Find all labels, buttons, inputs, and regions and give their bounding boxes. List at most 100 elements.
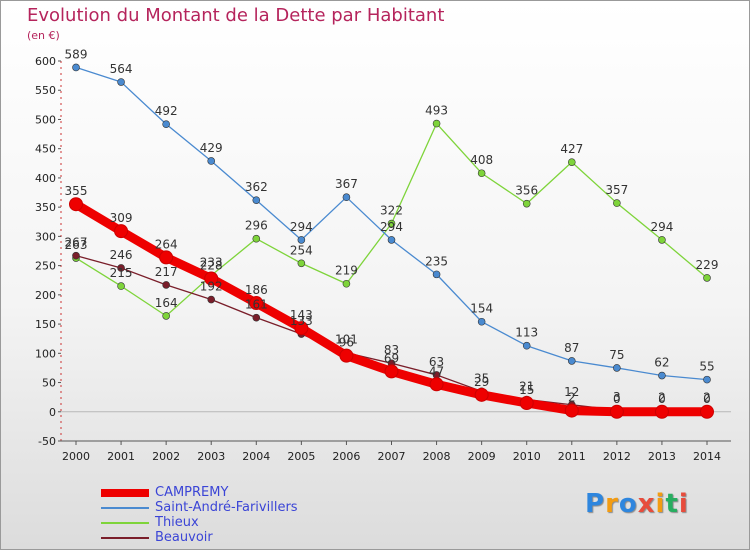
data-label-campremy: 228 — [200, 258, 223, 272]
legend-label: Beauvoir — [155, 530, 213, 545]
data-label-beauvoir: 3 — [613, 390, 621, 404]
data-label-thieux: 233 — [200, 256, 223, 270]
y-tick-label: 300 — [35, 230, 56, 243]
data-label-thieux: 427 — [560, 142, 583, 156]
data-point-campremy — [474, 387, 489, 402]
data-label-thieux: 254 — [290, 243, 313, 257]
data-point-campremy — [519, 396, 534, 410]
legend-label: Saint-André-Farivillers — [155, 500, 298, 515]
data-point-thieux — [703, 274, 711, 282]
data-label-saint-andre-farivillers: 62 — [654, 356, 669, 370]
data-point-beauvoir — [72, 251, 80, 260]
data-point-saint-andre-farivillers — [342, 193, 351, 202]
x-tick-label: 2012 — [603, 450, 631, 463]
data-point-saint-andre-farivillers — [477, 317, 486, 326]
data-label-thieux: 493 — [425, 104, 448, 118]
data-label-saint-andre-farivillers: 367 — [335, 177, 358, 191]
data-label-thieux: 322 — [380, 204, 403, 218]
data-point-thieux — [342, 279, 351, 288]
data-point-campremy — [249, 296, 264, 311]
data-point-saint-andre-farivillers — [522, 341, 531, 350]
data-label-beauvoir: 83 — [384, 343, 399, 357]
data-point-saint-andre-farivillers — [387, 236, 396, 244]
data-point-saint-andre-farivillers — [658, 371, 666, 380]
x-tick-label: 2002 — [152, 450, 180, 463]
data-point-campremy — [294, 321, 309, 336]
data-label-campremy: 0 — [613, 392, 621, 406]
data-label-campremy: 0 — [703, 392, 711, 406]
data-label-saint-andre-farivillers: 564 — [110, 62, 133, 76]
data-label-beauvoir: 21 — [519, 379, 534, 393]
y-tick-label: 100 — [35, 347, 56, 360]
x-tick-label: 2000 — [62, 450, 90, 463]
data-label-beauvoir: 35 — [474, 371, 489, 385]
legend-item: Beauvoir — [101, 530, 361, 545]
unit-label: (en €) — [27, 29, 60, 42]
data-label-saint-andre-farivillers: 154 — [470, 302, 493, 316]
data-point-beauvoir — [252, 313, 261, 322]
data-label-beauvoir: 101 — [335, 333, 358, 347]
data-label-thieux: 408 — [470, 153, 493, 167]
data-label-beauvoir: 63 — [429, 355, 444, 369]
x-tick-label: 2004 — [242, 450, 270, 463]
x-tick-label: 2009 — [468, 450, 496, 463]
data-point-campremy — [384, 364, 399, 379]
data-label-beauvoir: 12 — [564, 385, 579, 399]
data-point-saint-andre-farivillers — [252, 196, 261, 204]
data-label-thieux: 229 — [696, 258, 719, 272]
data-point-thieux — [297, 259, 306, 268]
data-label-thieux: 356 — [515, 184, 538, 198]
data-label-saint-andre-farivillers: 87 — [564, 341, 579, 355]
data-label-campremy: 355 — [65, 184, 88, 198]
data-label-beauvoir: 217 — [155, 265, 178, 279]
data-point-thieux — [162, 312, 170, 320]
x-tick-label: 2011 — [558, 450, 586, 463]
y-tick-label: 50 — [42, 377, 56, 390]
data-label-saint-andre-farivillers: 294 — [290, 220, 313, 234]
x-tick-label: 2014 — [693, 450, 721, 463]
data-label-campremy: 69 — [384, 351, 399, 365]
data-label-campremy: 96 — [339, 336, 354, 350]
legend-swatch — [101, 537, 149, 539]
data-label-thieux: 219 — [335, 264, 358, 278]
y-tick-label: 500 — [35, 113, 56, 126]
data-label-campremy: 29 — [474, 375, 489, 389]
data-point-thieux — [252, 234, 261, 243]
data-point-campremy — [609, 404, 624, 419]
data-label-saint-andre-farivillers: 55 — [699, 360, 714, 374]
y-tick-label: 200 — [35, 289, 56, 302]
data-point-campremy — [204, 271, 219, 286]
data-point-thieux — [387, 219, 396, 228]
data-label-saint-andre-farivillers: 235 — [425, 254, 448, 268]
data-label-beauvoir: 161 — [245, 298, 268, 312]
data-label-thieux: 164 — [155, 296, 178, 310]
data-point-thieux — [522, 199, 531, 208]
data-point-beauvoir — [117, 264, 125, 272]
data-label-beauvoir: 133 — [290, 314, 313, 328]
data-label-saint-andre-farivillers: 589 — [65, 47, 88, 61]
legend-label: CAMPREMY — [155, 485, 229, 500]
x-tick-label: 2006 — [332, 450, 360, 463]
chart-title: Evolution du Montant de la Dette par Hab… — [27, 5, 445, 26]
data-point-saint-andre-farivillers — [207, 157, 216, 165]
proxiti-logo: Proxiti — [585, 489, 689, 519]
series-layer — [69, 63, 714, 419]
data-label-campremy: 0 — [658, 392, 666, 406]
data-label-campremy: 309 — [110, 211, 133, 225]
data-point-saint-andre-farivillers — [297, 236, 306, 244]
data-point-campremy — [339, 348, 354, 363]
data-label-beauvoir: 2 — [658, 391, 666, 405]
data-label-beauvoir: 246 — [110, 248, 133, 262]
y-tick-label: 600 — [35, 55, 56, 68]
data-label-thieux: 263 — [65, 238, 88, 252]
data-point-saint-andre-farivillers — [567, 357, 576, 365]
legend-swatch — [101, 522, 149, 524]
data-label-saint-andre-farivillers: 429 — [200, 141, 223, 155]
y-tick-label: 450 — [35, 143, 56, 156]
data-label-saint-andre-farivillers: 492 — [155, 104, 178, 118]
data-point-thieux — [613, 199, 621, 207]
data-point-saint-andre-farivillers — [432, 270, 441, 279]
data-label-saint-andre-farivillers: 113 — [515, 326, 538, 340]
